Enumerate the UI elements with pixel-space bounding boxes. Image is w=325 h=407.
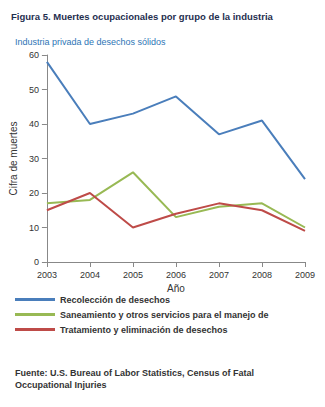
svg-text:Fuente: U.S. Bureau of Labor S: Fuente: U.S. Bureau of Labor Statistics,… [15, 368, 257, 378]
svg-text:30: 30 [29, 154, 39, 164]
svg-text:Tratamiento y eliminación de d: Tratamiento y eliminación de desechos [60, 325, 228, 335]
svg-text:20: 20 [29, 188, 39, 198]
svg-text:2005: 2005 [123, 270, 143, 280]
svg-text:Saneamiento y otros servicios: Saneamiento y otros servicios para el ma… [60, 310, 269, 320]
svg-text:2004: 2004 [80, 270, 100, 280]
svg-text:2009: 2009 [295, 270, 315, 280]
svg-text:2008: 2008 [252, 270, 272, 280]
svg-text:Recolección de desechos: Recolección de desechos [60, 295, 170, 305]
svg-text:Industria privada de desechos: Industria privada de desechos sólidos [15, 37, 166, 47]
svg-text:60: 60 [29, 50, 39, 60]
svg-text:50: 50 [29, 85, 39, 95]
svg-text:40: 40 [29, 119, 39, 129]
svg-text:Figura 5. Muertes ocupacionale: Figura 5. Muertes ocupacionales por grup… [11, 11, 274, 22]
svg-text:2006: 2006 [166, 270, 186, 280]
svg-text:2003: 2003 [37, 270, 57, 280]
svg-text:Año: Año [167, 283, 185, 294]
svg-text:Cifra de muertes: Cifra de muertes [8, 122, 19, 196]
svg-text:Occupational Injuries: Occupational Injuries [15, 380, 107, 390]
svg-text:10: 10 [29, 223, 39, 233]
svg-text:0: 0 [34, 257, 39, 267]
svg-text:2007: 2007 [209, 270, 229, 280]
